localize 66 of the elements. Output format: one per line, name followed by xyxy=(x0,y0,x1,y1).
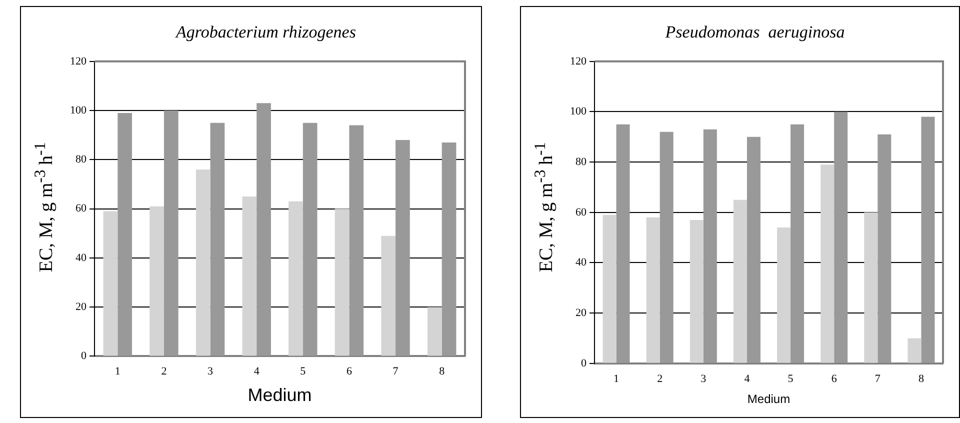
x-tick-label: 5 xyxy=(300,366,306,378)
x-tick-label: 1 xyxy=(114,366,120,378)
x-tick-label: 3 xyxy=(208,366,214,378)
bar xyxy=(864,212,878,363)
chart-title: Pseudomonas aeruginosa xyxy=(664,22,845,42)
bar xyxy=(777,228,791,363)
x-tick-label: 7 xyxy=(392,366,399,378)
bar xyxy=(646,217,660,363)
x-tick-label: 5 xyxy=(788,372,794,385)
x-tick-label: 8 xyxy=(439,366,446,378)
bar xyxy=(103,211,118,356)
bar xyxy=(820,164,834,363)
x-tick-label: 8 xyxy=(918,372,924,385)
bar xyxy=(118,112,132,356)
x-tick-label: 3 xyxy=(700,372,707,385)
bar xyxy=(442,142,456,356)
y-tick-label: 100 xyxy=(70,104,87,116)
bar xyxy=(349,125,364,356)
bar xyxy=(381,236,396,356)
y-tick-label: 60 xyxy=(76,202,87,215)
y-tick-label: 20 xyxy=(576,306,587,319)
y-tick-label: 40 xyxy=(76,252,87,264)
bar xyxy=(210,122,225,356)
y-tick-label: 80 xyxy=(76,154,87,166)
x-tick-label: 6 xyxy=(831,372,838,385)
bar xyxy=(427,307,442,356)
bar xyxy=(834,112,848,363)
bar xyxy=(334,208,350,356)
y-tick-label: 20 xyxy=(76,300,87,313)
bar xyxy=(908,338,922,363)
bar xyxy=(602,214,616,363)
x-tick-label: 2 xyxy=(161,366,167,378)
bar xyxy=(733,200,747,363)
y-tick-label: 120 xyxy=(570,55,587,68)
x-axis-title: Medium xyxy=(747,392,790,406)
bar xyxy=(242,196,257,356)
x-tick-label: 4 xyxy=(744,372,750,385)
bar xyxy=(690,220,704,363)
y-tick-label: 100 xyxy=(570,106,587,118)
y-tick-label: 0 xyxy=(81,350,87,362)
bar xyxy=(703,129,717,363)
bar xyxy=(746,136,760,363)
y-tick-label: 60 xyxy=(576,206,587,218)
bar xyxy=(878,134,892,363)
x-tick-label: 4 xyxy=(254,366,260,378)
bar xyxy=(302,122,318,356)
y-tick-label: 40 xyxy=(576,256,587,269)
bar xyxy=(288,201,303,356)
x-tick-label: 1 xyxy=(614,372,620,385)
y-tick-label: 120 xyxy=(70,55,87,68)
x-tick-label: 2 xyxy=(657,372,663,385)
bar xyxy=(164,110,178,356)
bar xyxy=(616,124,630,363)
bar xyxy=(660,132,674,363)
bar xyxy=(921,116,935,363)
x-tick-label: 6 xyxy=(346,366,352,378)
bar xyxy=(790,124,804,363)
x-tick-label: 7 xyxy=(874,372,881,385)
bar xyxy=(256,103,271,356)
bar xyxy=(396,140,410,356)
bar xyxy=(150,206,164,356)
y-tick-label: 0 xyxy=(581,357,587,370)
chart-title: Agrobacterium rhizogenes xyxy=(175,22,356,42)
x-axis-title: Medium xyxy=(248,385,312,406)
bar xyxy=(196,169,210,356)
y-tick-label: 80 xyxy=(576,156,587,168)
